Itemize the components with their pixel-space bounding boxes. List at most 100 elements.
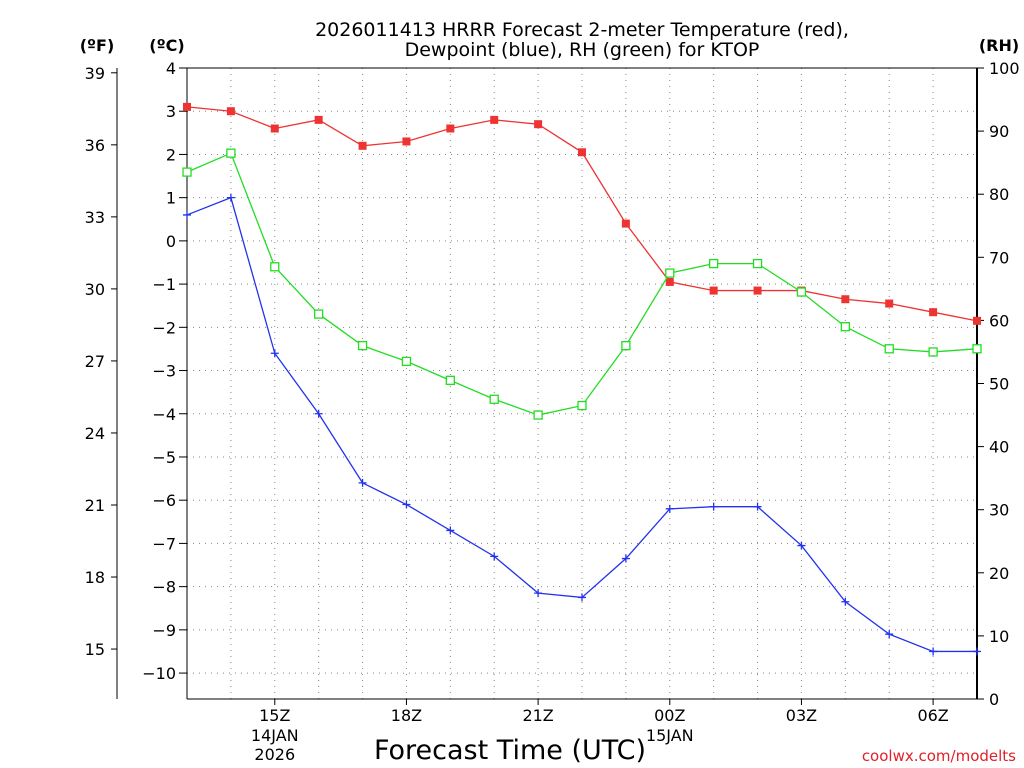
dewpoint-point <box>797 541 806 550</box>
dewpoint-point <box>358 478 367 487</box>
fahrenheit-unit-label: (ºF) <box>80 36 115 55</box>
rh-point <box>577 400 587 411</box>
celsius-tick-label: −9 <box>152 621 176 640</box>
rh-point <box>533 410 543 420</box>
rh-tick-label: 90 <box>989 122 1009 141</box>
dewpoint-point <box>885 630 894 639</box>
rh-point <box>314 309 324 319</box>
axes: 43210−1−2−3−4−5−6−7−8−9−1039363330272421… <box>85 59 1020 764</box>
temperature-line <box>186 106 978 322</box>
rh-tick-label: 100 <box>989 59 1020 78</box>
dewpoint-point <box>621 554 630 563</box>
dewpoint-point <box>314 409 323 418</box>
rh-point <box>357 340 368 351</box>
temperature-point <box>270 124 279 133</box>
x-tick-label: 03Z <box>786 706 817 725</box>
rh-tick-label: 40 <box>989 438 1009 457</box>
dewpoint-point <box>753 502 762 511</box>
temperature-point <box>446 124 455 133</box>
x-tick-date-label: 15JAN <box>646 726 694 745</box>
dewpoint-point <box>929 647 938 656</box>
x-tick-date-label: 14JAN <box>251 726 299 745</box>
temperature-point <box>402 137 411 146</box>
fahrenheit-tick-label: 24 <box>85 424 105 443</box>
celsius-tick-label: −4 <box>152 405 176 424</box>
dewpoint-point <box>665 504 674 513</box>
celsius-tick-label: −2 <box>152 318 176 337</box>
celsius-tick-label: 2 <box>166 145 176 164</box>
fahrenheit-tick-label: 33 <box>85 208 105 227</box>
chart-title-line1: 2026011413 HRRR Forecast 2-meter Tempera… <box>315 19 849 41</box>
celsius-tick-label: 0 <box>166 232 176 251</box>
dewpoint-point <box>226 193 235 202</box>
celsius-tick-label: −5 <box>152 448 176 467</box>
celsius-tick-label: 1 <box>166 189 176 208</box>
x-axis-label: Forecast Time (UTC) <box>374 735 646 766</box>
celsius-tick-label: −7 <box>152 534 176 553</box>
dewpoint-point <box>841 597 850 606</box>
temperature-point <box>841 295 850 304</box>
series-layer <box>182 102 982 656</box>
fahrenheit-tick-label: 36 <box>85 136 105 155</box>
celsius-tick-label: 3 <box>166 102 176 121</box>
celsius-tick-label: −10 <box>142 664 176 683</box>
rh-series <box>182 148 982 420</box>
x-tick-year-label: 2026 <box>254 745 295 764</box>
temperature-point <box>621 219 630 228</box>
celsius-tick-label: 4 <box>166 59 176 78</box>
temperature-point <box>226 107 235 116</box>
dewpoint-point <box>534 589 543 598</box>
rh-tick-label: 60 <box>989 311 1009 330</box>
temperature-point <box>885 299 894 308</box>
fahrenheit-tick-label: 39 <box>85 64 105 83</box>
celsius-tick-label: −6 <box>152 491 176 510</box>
x-tick-label: 21Z <box>522 706 553 725</box>
fahrenheit-tick-label: 15 <box>85 640 105 659</box>
celsius-tick-label: −3 <box>152 362 176 381</box>
dewpoint-point <box>402 500 411 509</box>
rh-unit-label: (RH) <box>979 36 1019 55</box>
dewpoint-point <box>183 210 191 219</box>
temperature-point <box>929 308 938 317</box>
rh-tick-label: 0 <box>989 690 999 709</box>
rh-point <box>226 148 236 158</box>
rh-tick-label: 80 <box>989 185 1009 204</box>
fahrenheit-tick-label: 30 <box>85 280 105 299</box>
dewpoint-point <box>270 349 279 358</box>
rh-point <box>884 344 894 354</box>
x-tick-label: 15Z <box>259 706 290 725</box>
dewpoint-point <box>578 593 586 602</box>
dewpoint-point <box>709 502 718 511</box>
rh-tick-label: 10 <box>989 627 1009 646</box>
rh-point <box>489 394 499 404</box>
rh-tick-label: 70 <box>989 248 1009 267</box>
celsius-tick-label: −1 <box>152 275 176 294</box>
dewpoint-line <box>186 196 977 653</box>
temperature-point <box>665 277 674 286</box>
dewpoint-point <box>490 552 499 561</box>
temperature-point <box>490 115 499 124</box>
dewpoint-series <box>183 193 981 656</box>
rh-point <box>270 262 280 272</box>
celsius-unit-label: (ºC) <box>149 36 184 55</box>
temperature-point <box>183 102 191 111</box>
x-tick-label: 18Z <box>391 706 422 725</box>
temperature-series <box>183 102 981 325</box>
rh-tick-label: 20 <box>989 564 1009 583</box>
rh-point <box>621 340 631 351</box>
rh-tick-label: 50 <box>989 375 1009 394</box>
x-tick-label: 00Z <box>654 706 685 725</box>
celsius-tick-label: −8 <box>152 578 176 597</box>
rh-tick-label: 30 <box>989 501 1009 520</box>
fahrenheit-tick-label: 27 <box>85 352 105 371</box>
temperature-point <box>534 120 543 129</box>
rh-point <box>928 347 938 357</box>
chart-title-line2: Dewpoint (blue), RH (green) for KTOP <box>405 39 760 61</box>
rh-point <box>182 167 192 177</box>
rh-point <box>752 258 763 269</box>
fahrenheit-tick-label: 21 <box>85 496 105 515</box>
x-tick-label: 06Z <box>917 706 948 725</box>
rh-point <box>445 375 455 385</box>
temperature-point <box>753 286 762 295</box>
